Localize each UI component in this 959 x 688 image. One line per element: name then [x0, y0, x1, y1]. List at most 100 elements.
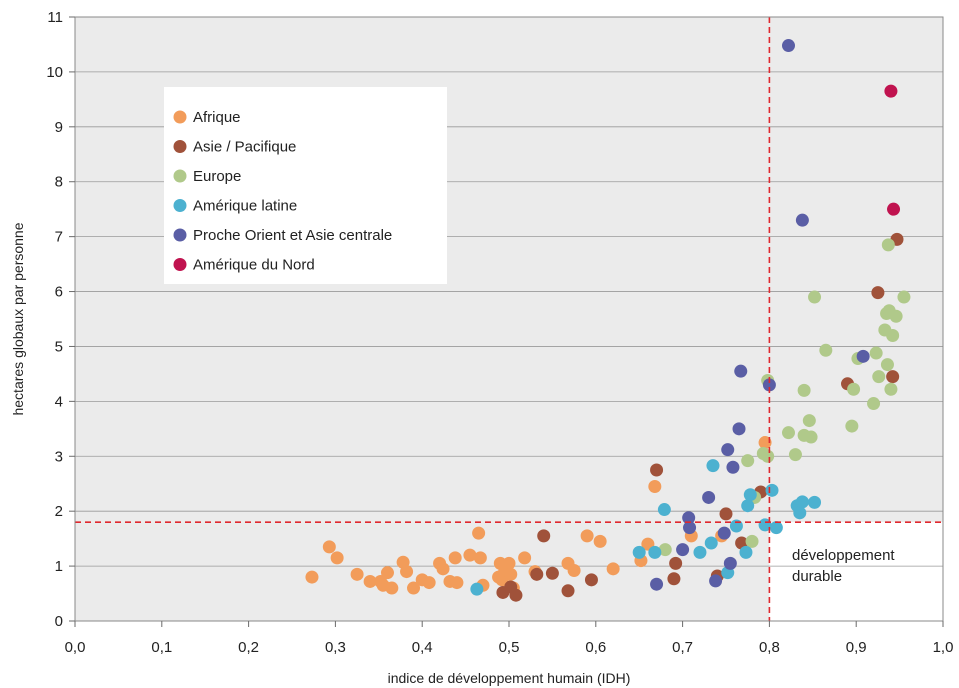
y-tick-label: 8: [55, 174, 63, 191]
y-tick-label: 3: [55, 448, 63, 465]
data-point: [632, 545, 646, 559]
data-point: [322, 540, 336, 554]
y-tick-label: 11: [47, 9, 63, 26]
data-point: [380, 566, 394, 580]
data-point: [769, 521, 783, 535]
data-point: [804, 430, 818, 444]
legend-marker: [173, 169, 187, 183]
data-point: [669, 556, 683, 570]
data-point: [889, 309, 903, 323]
data-point: [676, 543, 690, 557]
data-point: [781, 426, 795, 440]
y-tick-label: 10: [46, 64, 63, 81]
data-point: [741, 454, 755, 468]
data-point: [886, 370, 900, 384]
data-point: [886, 328, 900, 342]
legend-marker: [173, 140, 187, 153]
data-point: [897, 290, 911, 304]
data-point: [745, 534, 759, 548]
x-tick-label: 0,9: [846, 639, 867, 656]
data-point: [880, 358, 894, 372]
x-tick-label: 0,1: [151, 639, 172, 656]
data-point: [537, 529, 551, 543]
data-point: [887, 202, 901, 216]
data-point: [330, 551, 344, 565]
data-point: [305, 570, 319, 584]
data-point: [667, 572, 681, 586]
data-point: [561, 584, 575, 598]
legend-label: Proche Orient et Asie centrale: [193, 227, 392, 244]
legend-marker: [173, 258, 187, 271]
legend-label: Amérique latine: [193, 198, 297, 215]
data-point: [567, 563, 581, 577]
x-tick-label: 0,6: [585, 639, 606, 656]
data-point: [719, 507, 733, 521]
x-tick-label: 0,2: [238, 639, 259, 656]
data-point: [504, 567, 518, 581]
data-point: [407, 581, 421, 595]
data-point: [530, 567, 544, 581]
data-point: [765, 483, 779, 497]
data-point: [650, 577, 664, 591]
threshold-lines: [75, 17, 943, 621]
data-point: [584, 573, 598, 587]
y-tick-label: 4: [55, 393, 63, 410]
data-point: [739, 545, 753, 559]
y-tick-label: 5: [55, 338, 63, 355]
data-point: [658, 543, 672, 557]
data-point: [781, 39, 795, 53]
legend-label: Europe: [193, 168, 241, 185]
legend-marker: [173, 228, 187, 242]
x-tick-label: 0,7: [672, 639, 693, 656]
data-point: [650, 463, 664, 477]
data-point: [795, 495, 809, 509]
data-point: [470, 582, 484, 596]
y-tick-label: 0: [55, 613, 63, 630]
data-point: [726, 460, 740, 474]
data-point: [648, 545, 662, 559]
legend-marker: [173, 110, 187, 124]
data-point: [709, 574, 723, 588]
data-point: [657, 503, 671, 517]
y-tick-label: 9: [55, 119, 63, 136]
annotation-line-2: durable: [792, 568, 842, 585]
axes: 0,0 0,1 0,2 0,3 0,4 0,5 0,6 0,7 0,8 0,9 1,0 0 1 2 3 4 5 6…: [46, 9, 953, 656]
x-tick-label: 0,5: [499, 639, 520, 656]
x-tick-label: 1,0: [933, 639, 954, 656]
legend-marker: [173, 199, 187, 212]
data-point: [706, 459, 720, 473]
data-point: [606, 562, 620, 576]
data-point: [472, 526, 486, 540]
data-point: [881, 238, 895, 252]
data-point: [856, 349, 870, 363]
legend-label: Asie / Pacifique: [193, 139, 296, 156]
data-point: [693, 545, 707, 559]
data-point: [400, 565, 414, 579]
data-point: [845, 419, 859, 433]
annotation-line-1: développement: [792, 547, 895, 564]
data-point: [473, 551, 487, 565]
data-point: [847, 382, 861, 396]
data-point: [819, 343, 833, 357]
data-point: [682, 511, 696, 525]
data-point: [545, 566, 559, 580]
data-point: [463, 548, 477, 562]
data-point: [761, 449, 775, 463]
data-point: [448, 551, 462, 565]
data-point: [743, 488, 757, 502]
data-point: [808, 495, 822, 509]
data-point: [385, 581, 399, 595]
data-point: [758, 436, 772, 450]
data-point: [721, 443, 735, 457]
x-tick-label: 0,3: [325, 639, 346, 656]
x-axis-title: indice de développement humain (IDH): [388, 670, 631, 686]
data-point: [884, 382, 898, 396]
data-point: [450, 576, 464, 590]
data-point: [884, 84, 898, 98]
data-point: [734, 364, 748, 378]
data-point: [867, 397, 881, 411]
legend: Afrique Asie / Pacifique Europe Amérique la…: [164, 87, 447, 284]
sustainable-development-annotation: développement durable: [792, 547, 895, 585]
data-point: [802, 414, 816, 428]
